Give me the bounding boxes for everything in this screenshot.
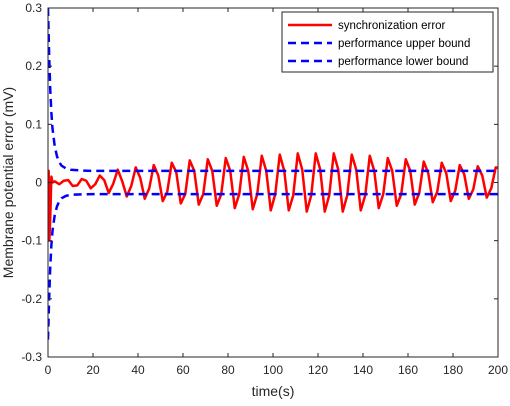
y-tick-label: 0: [35, 176, 42, 190]
series-line-1: [48, 152, 498, 242]
series-line-3: [48, 192, 498, 340]
y-tick-label: -0.3: [21, 350, 42, 364]
y-axis-label: Membrane potential error (mV): [0, 87, 16, 278]
x-tick-label: 200: [488, 363, 508, 377]
y-tick-label: 0.3: [25, 1, 42, 15]
axis-ticks: 0 20 40 60 80 100 120 140 160 180 200 -0.3 -0.2 -0.1 0…: [21, 1, 508, 377]
x-tick-label: 160: [398, 363, 418, 377]
legend: synchronization error performance upper b…: [281, 11, 494, 73]
x-tick-label: 140: [353, 363, 373, 377]
x-tick-label: 100: [263, 363, 283, 377]
legend-label-1: synchronization error: [338, 20, 446, 32]
legend-label-2: performance upper bound: [338, 38, 470, 50]
x-axis-label: time(s): [252, 383, 295, 399]
x-tick-label: 40: [131, 363, 145, 377]
x-tick-label: 60: [176, 363, 190, 377]
x-tick-label: 0: [45, 363, 52, 377]
x-tick-label: 80: [221, 363, 235, 377]
legend-label-3: performance lower bound: [338, 56, 468, 68]
x-tick-label: 180: [443, 363, 463, 377]
y-tick-label: -0.1: [21, 234, 42, 248]
x-tick-label: 120: [308, 363, 328, 377]
series-line-2: [48, 8, 498, 173]
x-tick-label: 20: [86, 363, 100, 377]
y-tick-label: 0.1: [25, 117, 42, 131]
y-tick-label: -0.2: [21, 292, 42, 306]
y-tick-label: 0.2: [25, 59, 42, 73]
